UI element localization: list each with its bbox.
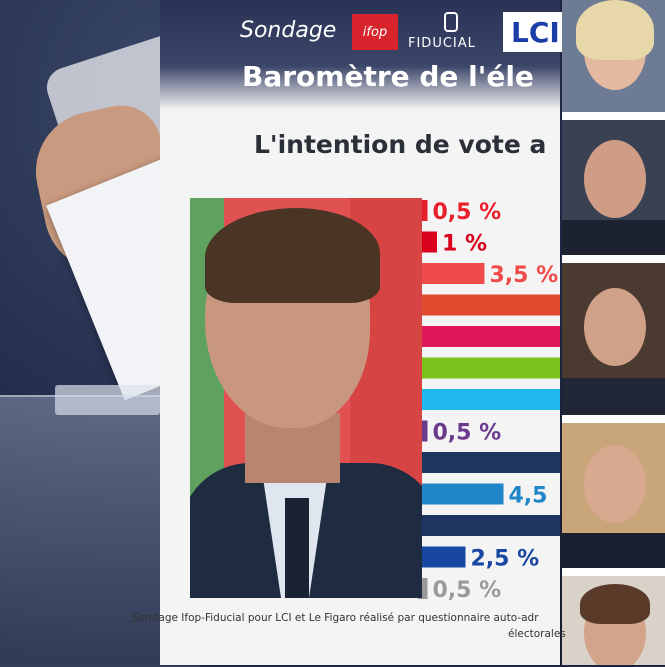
portrait-separator [562,255,665,263]
chart-subtitle: L'intention de vote a [254,130,547,159]
lci-logo: LCI [503,12,565,52]
bar-label-12: 0,5 % [433,578,502,603]
bar-label-9: 4,5 [509,484,548,509]
bar-label-7: 0,5 % [433,421,502,446]
tie-shape [285,498,309,598]
portrait-suit [562,378,665,415]
portrait-separator [562,415,665,423]
bar-9 [418,483,504,505]
bar-label-1: 1 % [442,232,487,257]
portrait-face [584,445,646,523]
ifop-logo: ifop [352,14,398,50]
bar-0 [418,200,428,221]
fiducial-logo-icon [444,12,458,32]
candidate-portrait-1 [562,0,665,112]
portrait-face [584,288,646,366]
candidate-portrait-4 [562,423,665,568]
footnote-line-2: électorales [508,628,566,640]
candidate-photo-main [190,198,422,598]
bar-4 [418,326,560,347]
bar-10 [418,515,560,536]
portrait-suit [562,220,665,255]
bar-label-2: 3,5 % [490,263,559,288]
fiducial-logo-text: FIDUCIAL [408,36,476,51]
hair-shape [205,208,380,303]
vote-intention-chart: 0,5 % 1 %3,5 % 0,5 % 4,5 2,5 % 0,5 % [418,200,560,603]
bar-5 [418,357,560,379]
bar-label-0: 0,5 % [433,200,502,225]
candidate-portrait-5 [562,576,665,665]
candidate-portrait-2 [562,120,665,255]
bar-11 [418,546,466,568]
ballot-box-slot [55,385,160,415]
sondage-label: Sondage [240,18,337,43]
bar-2 [418,263,485,284]
portrait-hair [580,584,650,624]
portrait-separator [562,568,665,576]
portrait-separator [562,112,665,120]
portrait-hair [576,0,654,60]
page-title: Baromètre de l'éle [242,60,534,93]
candidate-portrait-3 [562,263,665,415]
footnote-line-1: Sondage Ifop-Fiducial pour LCI et Le Fig… [132,612,539,624]
bar-7 [418,420,428,442]
portrait-face [584,140,646,218]
bar-3 [418,294,560,316]
portrait-suit [562,533,665,568]
bar-8 [418,452,560,473]
bar-12 [418,578,428,599]
bar-label-11: 2,5 % [471,547,540,572]
bar-6 [418,389,560,410]
bar-1 [418,231,437,253]
